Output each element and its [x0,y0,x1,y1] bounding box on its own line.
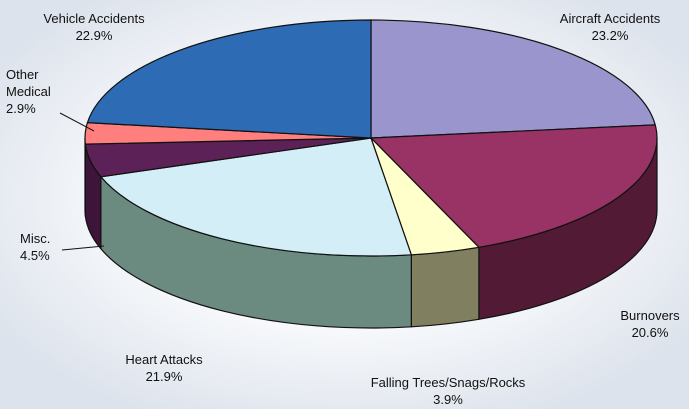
slice-heart-attacks [100,137,412,257]
label-name: Burnovers [620,308,680,323]
label-value: 22.9% [75,28,113,43]
label-value: 20.6% [631,325,669,340]
label-falling-trees: Falling Trees/Snags/Rocks 3.9% [371,374,526,408]
label-name: Other Medical [6,67,51,99]
label-aircraft-accidents: Aircraft Accidents 23.2% [560,10,660,44]
label-value: 21.9% [145,369,183,384]
label-value: 2.9% [6,101,36,116]
leader-line-misc [61,245,105,251]
slice-vehicle-accidents [86,19,372,139]
label-value: 3.9% [433,392,463,407]
label-burnovers: Burnovers 20.6% [620,307,679,341]
slice-burnovers [370,124,658,248]
slice-side-falling-trees-snags-rocks [410,246,480,328]
slice-aircraft-accidents [370,19,656,139]
label-vehicle-accidents: Vehicle Accidents 22.9% [43,10,144,44]
label-name: Heart Attacks [125,352,203,367]
label-value: 23.2% [591,28,629,43]
label-misc: Misc. 4.5% [20,230,50,264]
leader-line-other-medical [59,112,95,132]
label-name: Misc. [20,231,51,246]
label-name: Vehicle Accidents [43,11,145,26]
label-other-medical: Other Medical 2.9% [6,66,70,117]
label-name: Aircraft Accidents [559,11,661,26]
label-name: Falling Trees/Snags/Rocks [370,375,526,390]
label-heart-attacks: Heart Attacks 21.9% [125,351,202,385]
label-value: 4.5% [20,248,50,263]
